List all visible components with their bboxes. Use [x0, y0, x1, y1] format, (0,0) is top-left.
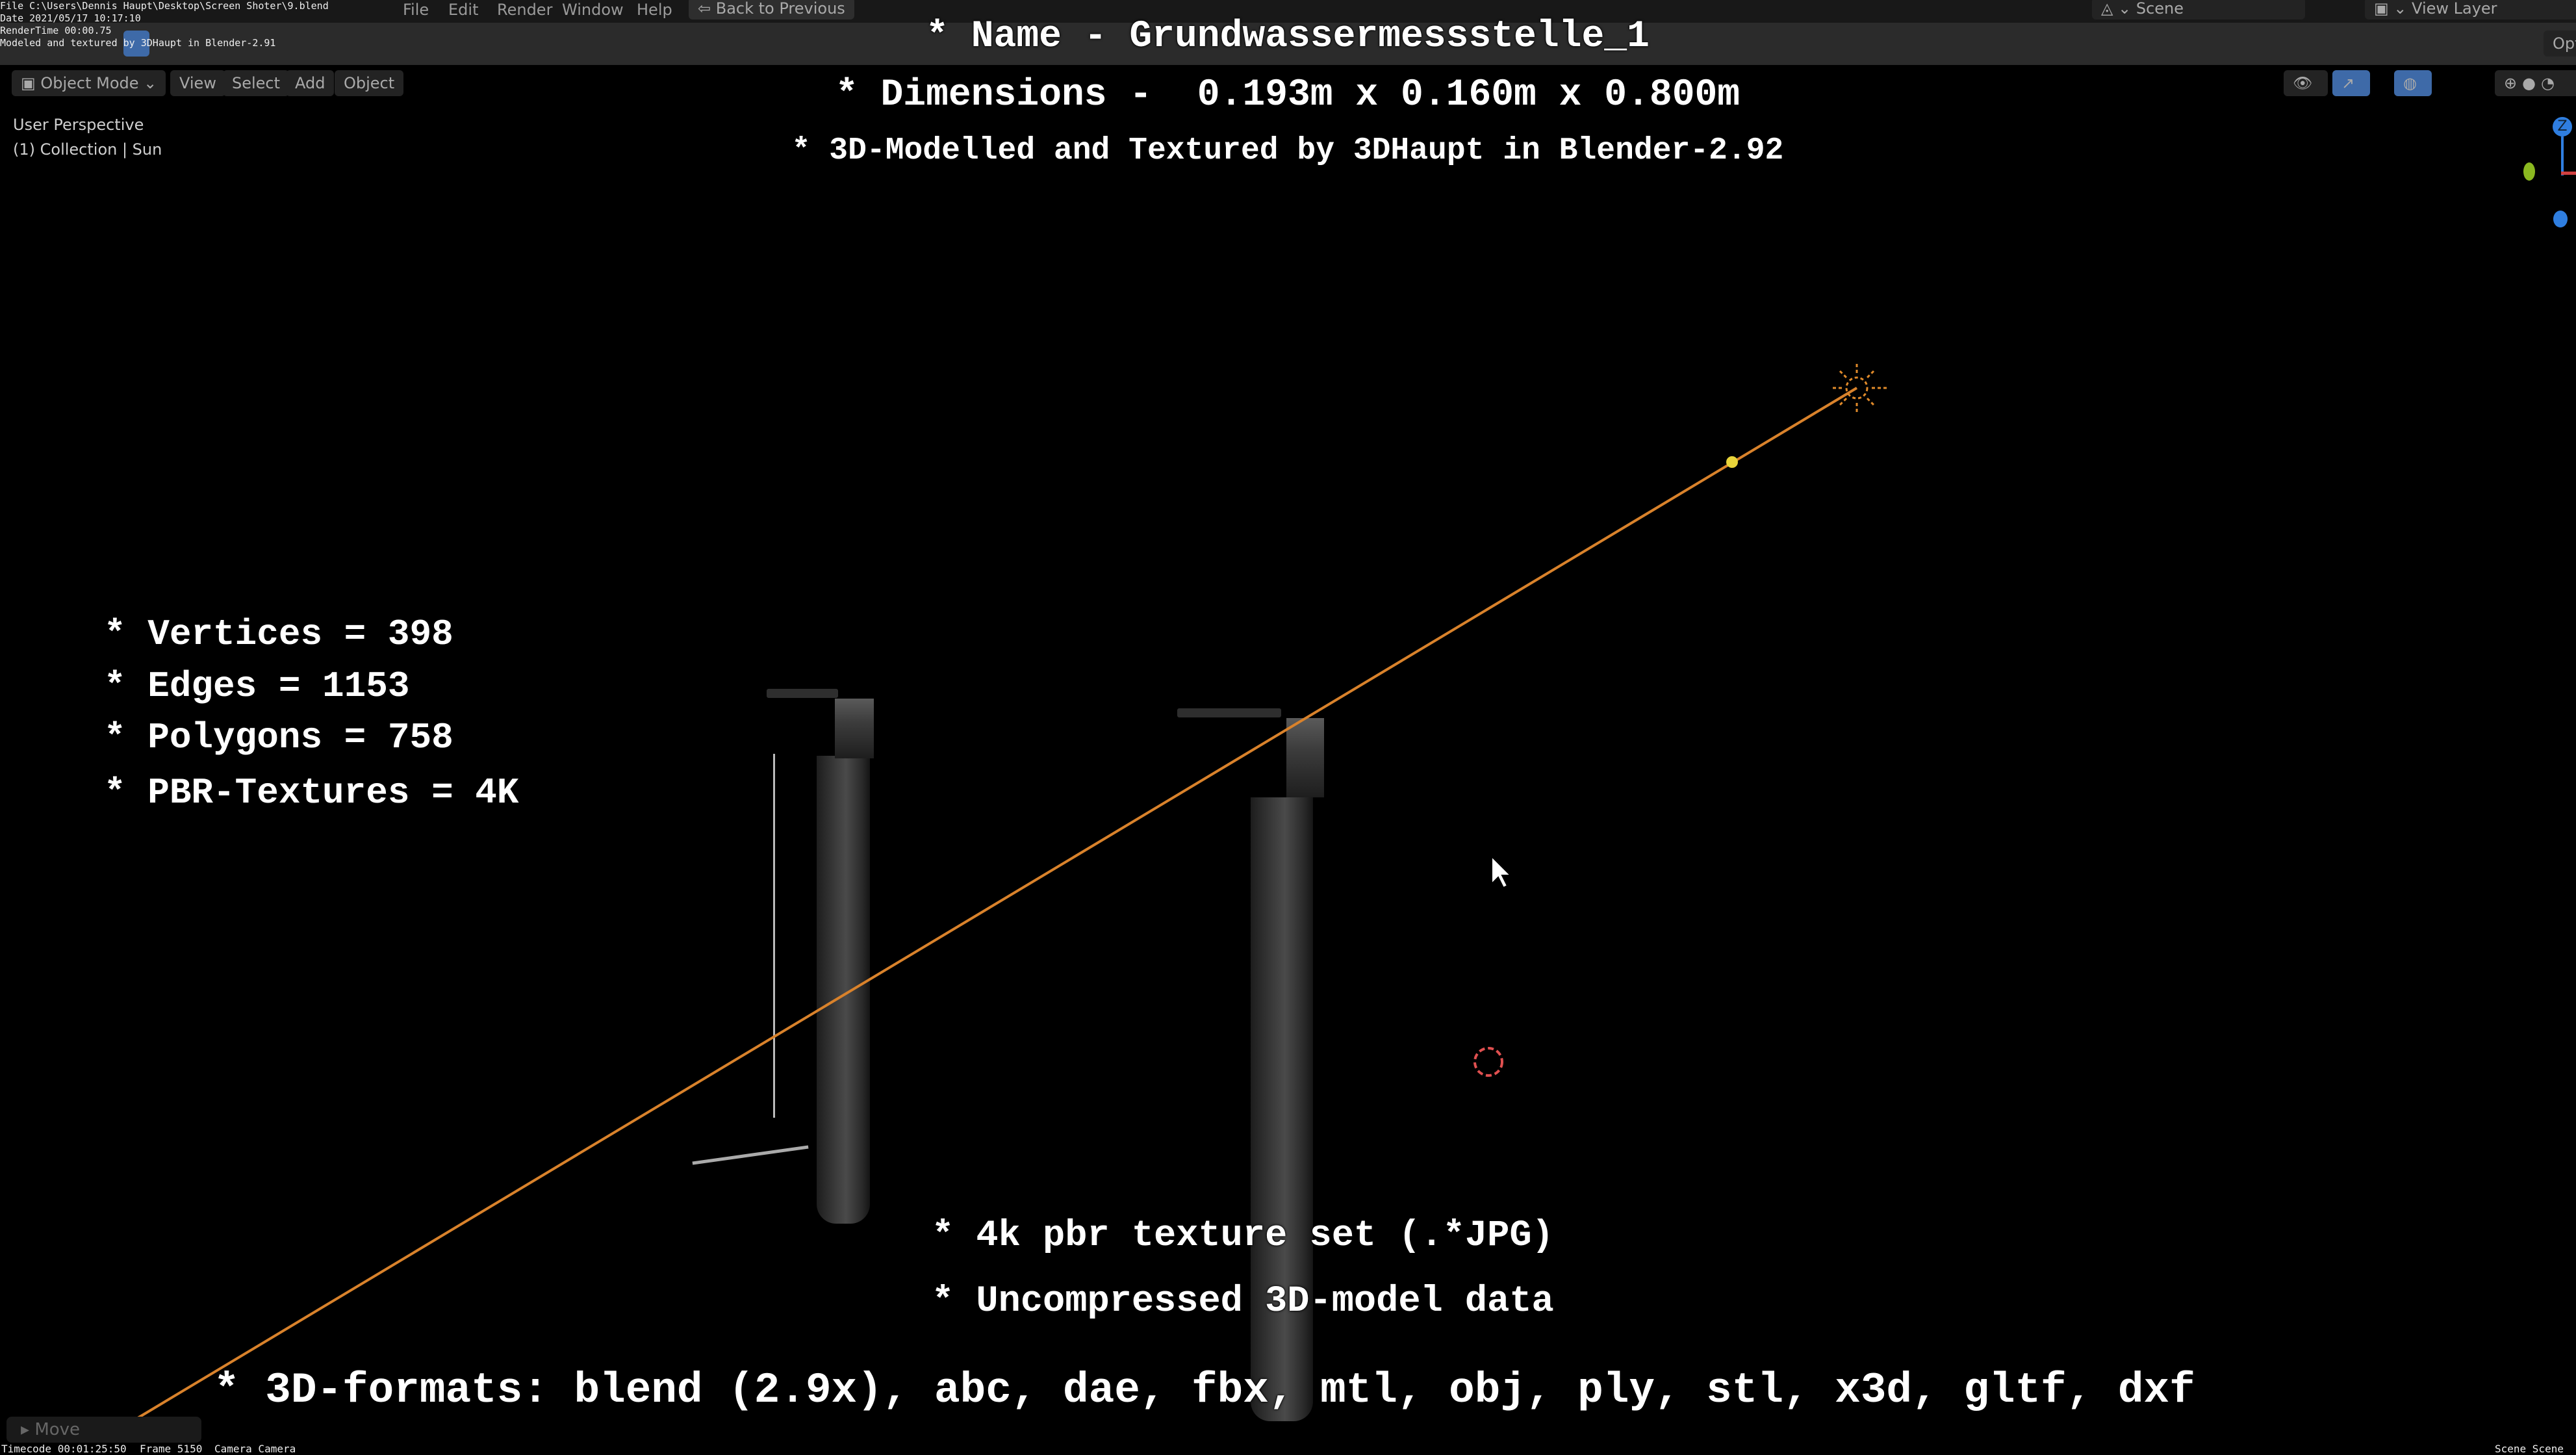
sun-light-icon[interactable]	[1833, 364, 1887, 412]
operator-panel-move[interactable]: ▸ Move	[6, 1417, 201, 1443]
pillar-right-lid	[1177, 708, 1281, 717]
overlay-dimensions: * Dimensions - 0.193m x 0.160m x 0.800m	[835, 74, 1741, 116]
expand-icon: ▸	[21, 1420, 35, 1439]
view-layer-icon: ▣ ⌄	[2374, 0, 2412, 18]
stamp-date: Date 2021/05/17 10:17:10	[0, 12, 141, 24]
mouse-cursor-icon	[1491, 855, 1512, 889]
menu-window[interactable]: Window	[562, 1, 624, 19]
options-button[interactable]: Options	[2544, 31, 2576, 57]
gizmo-neg-z-axis[interactable]	[2553, 211, 2568, 227]
pillar-left[interactable]	[817, 756, 870, 1224]
gizmo-z-line	[2561, 136, 2564, 175]
gizmo-z-axis[interactable]: Z	[2553, 117, 2572, 136]
shading-modes[interactable]: ⊕●◔	[2495, 70, 2576, 96]
overlay-credit: * 3D-Modelled and Textured by 3DHaupt in…	[791, 133, 1784, 168]
stamp-timecode: Timecode 00:01:25:50	[1, 1443, 127, 1455]
sun-direction-line	[130, 387, 1858, 1423]
top-bar: File Edit Render Window Help ⇦ Back to P…	[0, 0, 2576, 23]
back-to-previous-button[interactable]: ⇦ Back to Previous	[689, 0, 854, 19]
menu-render[interactable]: Render	[497, 1, 553, 19]
scene-selector[interactable]: ◬ ⌄ Scene	[2092, 0, 2305, 19]
pillar-right[interactable]	[1251, 797, 1313, 1421]
visibility-icon[interactable]: 👁	[2284, 70, 2328, 96]
menu-edit[interactable]: Edit	[448, 1, 479, 19]
stamp-file: File C:\Users\Dennis Haupt\Desktop\Scree…	[0, 0, 329, 12]
gizmo-y-axis[interactable]	[2523, 162, 2535, 181]
back-icon: ⇦	[698, 0, 716, 18]
pillar-right-cap	[1286, 718, 1324, 797]
viewport-collection-label: (1) Collection | Sun	[13, 140, 162, 159]
stamp-scene: Scene Scene	[2495, 1443, 2564, 1455]
viewport-perspective-label: User Perspective	[13, 116, 144, 134]
object-mode-icon: ▣	[21, 74, 41, 92]
stat-vertices: * Vertices = 398	[104, 613, 453, 655]
gizmo-toggle-icon[interactable]: ↗	[2332, 70, 2370, 96]
stamp-camera: Camera Camera	[214, 1443, 296, 1455]
overlay-formats: * 3D-formats: blend (2.9x), abc, dae, fb…	[214, 1366, 2195, 1415]
stat-edges: * Edges = 1153	[104, 665, 410, 707]
menu-view[interactable]: View	[170, 70, 225, 96]
view-layer-selector[interactable]: ▣ ⌄ View Layer	[2365, 0, 2576, 19]
overlay-uncompressed: * Uncompressed 3D-model data	[932, 1281, 1554, 1322]
pillar-left-cap	[835, 699, 874, 758]
stamp-rendertime: RenderTime 00:00.75	[0, 25, 112, 36]
select-box-icon[interactable]	[123, 31, 149, 57]
overlay-toggle-icon[interactable]: ◍	[2394, 70, 2432, 96]
scene-icon: ◬ ⌄	[2101, 0, 2136, 18]
3d-cursor-icon[interactable]	[1473, 1047, 1503, 1077]
overlay-texture-set: * 4k pbr texture set (.*JPG)	[932, 1215, 1554, 1257]
menu-help[interactable]: Help	[637, 1, 672, 19]
sun-target-dot[interactable]	[1726, 456, 1738, 468]
stamp-note: Modeled and textured by 3DHaupt in Blend…	[0, 37, 276, 49]
object-mode-dropdown[interactable]: ▣ Object Mode ⌄	[12, 70, 166, 96]
menu-select[interactable]: Select	[223, 70, 290, 96]
menu-object[interactable]: Object	[335, 70, 404, 96]
chevron-down-icon: ⌄	[138, 74, 157, 92]
stat-polygons: * Polygons = 758	[104, 717, 453, 758]
stamp-frame: Frame 5150	[140, 1443, 203, 1455]
pillar-left-lid	[767, 689, 838, 698]
stat-pbr-textures: * PBR-Textures = 4K	[104, 772, 519, 814]
menu-add[interactable]: Add	[286, 70, 335, 96]
overlay-name: * Name - Grundwassermessstelle_1	[926, 16, 1650, 58]
measurement-line	[773, 754, 775, 1118]
menu-file[interactable]: File	[403, 1, 429, 19]
tool-settings-bar: Options	[0, 23, 2576, 65]
gizmo-x-line	[2561, 172, 2576, 175]
